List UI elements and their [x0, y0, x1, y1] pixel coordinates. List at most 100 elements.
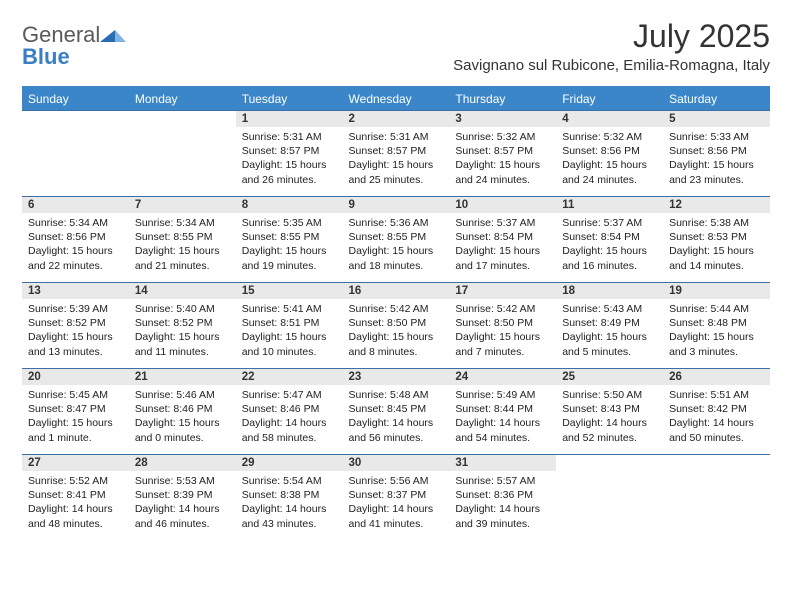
calendar-week-row: 13Sunrise: 5:39 AMSunset: 8:52 PMDayligh…	[22, 283, 770, 369]
day-number-bar: 22	[236, 369, 343, 385]
day-details: Sunrise: 5:48 AMSunset: 8:45 PMDaylight:…	[343, 385, 450, 449]
day-details: Sunrise: 5:42 AMSunset: 8:50 PMDaylight:…	[449, 299, 556, 363]
day-details: Sunrise: 5:34 AMSunset: 8:55 PMDaylight:…	[129, 213, 236, 277]
day-number-bar: 2	[343, 111, 450, 127]
weekday-header: Saturday	[663, 87, 770, 111]
calendar-week-row: 6Sunrise: 5:34 AMSunset: 8:56 PMDaylight…	[22, 197, 770, 283]
day-details: Sunrise: 5:47 AMSunset: 8:46 PMDaylight:…	[236, 385, 343, 449]
day-number-bar: 6	[22, 197, 129, 213]
day-details: Sunrise: 5:51 AMSunset: 8:42 PMDaylight:…	[663, 385, 770, 449]
weekday-header: Tuesday	[236, 87, 343, 111]
calendar-day-cell	[663, 455, 770, 541]
calendar-day-cell: 19Sunrise: 5:44 AMSunset: 8:48 PMDayligh…	[663, 283, 770, 369]
calendar-week-row: 27Sunrise: 5:52 AMSunset: 8:41 PMDayligh…	[22, 455, 770, 541]
calendar-day-cell: 17Sunrise: 5:42 AMSunset: 8:50 PMDayligh…	[449, 283, 556, 369]
weekday-header: Wednesday	[343, 87, 450, 111]
day-details: Sunrise: 5:31 AMSunset: 8:57 PMDaylight:…	[236, 127, 343, 191]
day-details: Sunrise: 5:39 AMSunset: 8:52 PMDaylight:…	[22, 299, 129, 363]
day-details: Sunrise: 5:34 AMSunset: 8:56 PMDaylight:…	[22, 213, 129, 277]
day-details: Sunrise: 5:37 AMSunset: 8:54 PMDaylight:…	[556, 213, 663, 277]
day-details: Sunrise: 5:38 AMSunset: 8:53 PMDaylight:…	[663, 213, 770, 277]
location-label: Savignano sul Rubicone, Emilia-Romagna, …	[453, 57, 770, 74]
calendar-day-cell: 12Sunrise: 5:38 AMSunset: 8:53 PMDayligh…	[663, 197, 770, 283]
calendar-day-cell: 2Sunrise: 5:31 AMSunset: 8:57 PMDaylight…	[343, 111, 450, 197]
day-number-bar: 26	[663, 369, 770, 385]
calendar-table: Sunday Monday Tuesday Wednesday Thursday…	[22, 86, 770, 541]
calendar-day-cell: 24Sunrise: 5:49 AMSunset: 8:44 PMDayligh…	[449, 369, 556, 455]
day-number-bar: 30	[343, 455, 450, 471]
calendar-day-cell: 14Sunrise: 5:40 AMSunset: 8:52 PMDayligh…	[129, 283, 236, 369]
weekday-header: Monday	[129, 87, 236, 111]
day-number-bar: 20	[22, 369, 129, 385]
calendar-day-cell	[22, 111, 129, 197]
day-number-bar: 29	[236, 455, 343, 471]
day-number-bar: 11	[556, 197, 663, 213]
day-details: Sunrise: 5:49 AMSunset: 8:44 PMDaylight:…	[449, 385, 556, 449]
day-number-bar: 16	[343, 283, 450, 299]
day-number-bar-empty	[556, 455, 663, 472]
calendar-week-row: 1Sunrise: 5:31 AMSunset: 8:57 PMDaylight…	[22, 111, 770, 197]
day-number-bar: 31	[449, 455, 556, 471]
day-number-bar: 7	[129, 197, 236, 213]
calendar-day-cell: 5Sunrise: 5:33 AMSunset: 8:56 PMDaylight…	[663, 111, 770, 197]
calendar-day-cell: 9Sunrise: 5:36 AMSunset: 8:55 PMDaylight…	[343, 197, 450, 283]
calendar-day-cell: 6Sunrise: 5:34 AMSunset: 8:56 PMDaylight…	[22, 197, 129, 283]
day-number-bar: 19	[663, 283, 770, 299]
calendar-day-cell: 26Sunrise: 5:51 AMSunset: 8:42 PMDayligh…	[663, 369, 770, 455]
day-number-bar-empty	[22, 111, 129, 128]
weekday-header: Friday	[556, 87, 663, 111]
calendar-day-cell	[556, 455, 663, 541]
day-number-bar: 4	[556, 111, 663, 127]
day-details: Sunrise: 5:32 AMSunset: 8:57 PMDaylight:…	[449, 127, 556, 191]
day-number-bar: 15	[236, 283, 343, 299]
calendar-day-cell: 11Sunrise: 5:37 AMSunset: 8:54 PMDayligh…	[556, 197, 663, 283]
brand-part2: Blue	[22, 44, 70, 69]
month-title: July 2025	[453, 18, 770, 55]
calendar-day-cell: 1Sunrise: 5:31 AMSunset: 8:57 PMDaylight…	[236, 111, 343, 197]
day-details: Sunrise: 5:45 AMSunset: 8:47 PMDaylight:…	[22, 385, 129, 449]
day-number-bar: 12	[663, 197, 770, 213]
calendar-day-cell: 31Sunrise: 5:57 AMSunset: 8:36 PMDayligh…	[449, 455, 556, 541]
day-number-bar: 10	[449, 197, 556, 213]
day-number-bar: 9	[343, 197, 450, 213]
day-details: Sunrise: 5:33 AMSunset: 8:56 PMDaylight:…	[663, 127, 770, 191]
day-number-bar: 3	[449, 111, 556, 127]
calendar-day-cell: 20Sunrise: 5:45 AMSunset: 8:47 PMDayligh…	[22, 369, 129, 455]
day-details: Sunrise: 5:36 AMSunset: 8:55 PMDaylight:…	[343, 213, 450, 277]
day-details: Sunrise: 5:44 AMSunset: 8:48 PMDaylight:…	[663, 299, 770, 363]
day-number-bar: 24	[449, 369, 556, 385]
day-number-bar: 14	[129, 283, 236, 299]
day-details: Sunrise: 5:56 AMSunset: 8:37 PMDaylight:…	[343, 471, 450, 535]
calendar-day-cell: 16Sunrise: 5:42 AMSunset: 8:50 PMDayligh…	[343, 283, 450, 369]
day-number-bar: 1	[236, 111, 343, 127]
day-details: Sunrise: 5:35 AMSunset: 8:55 PMDaylight:…	[236, 213, 343, 277]
calendar-day-cell: 25Sunrise: 5:50 AMSunset: 8:43 PMDayligh…	[556, 369, 663, 455]
brand-mark-icon	[100, 24, 126, 46]
calendar-day-cell: 22Sunrise: 5:47 AMSunset: 8:46 PMDayligh…	[236, 369, 343, 455]
calendar-day-cell: 21Sunrise: 5:46 AMSunset: 8:46 PMDayligh…	[129, 369, 236, 455]
calendar-day-cell	[129, 111, 236, 197]
day-details: Sunrise: 5:57 AMSunset: 8:36 PMDaylight:…	[449, 471, 556, 535]
day-number-bar: 18	[556, 283, 663, 299]
calendar-day-cell: 18Sunrise: 5:43 AMSunset: 8:49 PMDayligh…	[556, 283, 663, 369]
calendar-day-cell: 8Sunrise: 5:35 AMSunset: 8:55 PMDaylight…	[236, 197, 343, 283]
day-number-bar: 28	[129, 455, 236, 471]
day-number-bar-empty	[129, 111, 236, 128]
calendar-day-cell: 23Sunrise: 5:48 AMSunset: 8:45 PMDayligh…	[343, 369, 450, 455]
day-number-bar: 23	[343, 369, 450, 385]
day-number-bar: 13	[22, 283, 129, 299]
day-details: Sunrise: 5:46 AMSunset: 8:46 PMDaylight:…	[129, 385, 236, 449]
day-details: Sunrise: 5:31 AMSunset: 8:57 PMDaylight:…	[343, 127, 450, 191]
weekday-header: Thursday	[449, 87, 556, 111]
day-number-bar: 21	[129, 369, 236, 385]
day-details: Sunrise: 5:37 AMSunset: 8:54 PMDaylight:…	[449, 213, 556, 277]
calendar-day-cell: 4Sunrise: 5:32 AMSunset: 8:56 PMDaylight…	[556, 111, 663, 197]
calendar-day-cell: 27Sunrise: 5:52 AMSunset: 8:41 PMDayligh…	[22, 455, 129, 541]
day-number-bar-empty	[663, 455, 770, 472]
day-details: Sunrise: 5:42 AMSunset: 8:50 PMDaylight:…	[343, 299, 450, 363]
weekday-header: Sunday	[22, 87, 129, 111]
day-details: Sunrise: 5:52 AMSunset: 8:41 PMDaylight:…	[22, 471, 129, 535]
calendar-day-cell: 7Sunrise: 5:34 AMSunset: 8:55 PMDaylight…	[129, 197, 236, 283]
day-details: Sunrise: 5:40 AMSunset: 8:52 PMDaylight:…	[129, 299, 236, 363]
calendar-day-cell: 28Sunrise: 5:53 AMSunset: 8:39 PMDayligh…	[129, 455, 236, 541]
